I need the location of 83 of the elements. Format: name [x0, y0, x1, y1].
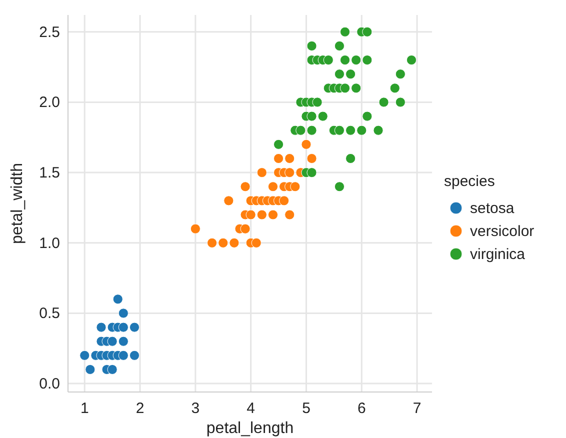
- point: [306, 125, 317, 136]
- point: [268, 210, 278, 220]
- y-axis-title: petal_width: [9, 163, 26, 244]
- point: [351, 83, 362, 94]
- point: [356, 125, 367, 136]
- point: [246, 210, 256, 220]
- point: [251, 238, 262, 248]
- point: [240, 182, 250, 192]
- point: [378, 97, 389, 108]
- point: [395, 97, 406, 108]
- point: [256, 168, 267, 178]
- point: [107, 364, 118, 375]
- x-tick-label: 4: [246, 400, 256, 417]
- point: [273, 139, 284, 150]
- point: [129, 350, 140, 360]
- point: [346, 69, 356, 80]
- point: [395, 69, 406, 80]
- legend-label: versicolor: [470, 223, 534, 240]
- x-tick-label: 2: [136, 400, 144, 417]
- point: [284, 210, 295, 220]
- point: [362, 54, 372, 66]
- legend-label: setosa: [470, 200, 515, 217]
- legend-title: species: [444, 173, 495, 190]
- point: [290, 182, 300, 192]
- point: [334, 69, 345, 80]
- x-tick-label: 5: [302, 400, 310, 417]
- point: [406, 54, 417, 66]
- point: [118, 336, 128, 346]
- point: [96, 322, 106, 332]
- point: [296, 125, 306, 136]
- point: [118, 308, 128, 318]
- y-tick-label: 1.5: [39, 164, 60, 182]
- point: [229, 238, 240, 248]
- point: [346, 153, 356, 164]
- point: [340, 26, 350, 37]
- point: [390, 83, 400, 94]
- point: [273, 153, 284, 164]
- point: [279, 196, 290, 206]
- point: [323, 54, 334, 66]
- x-tick-label: 7: [412, 400, 422, 417]
- point: [340, 54, 350, 66]
- point: [118, 322, 128, 332]
- y-tick-label: 2.0: [39, 94, 60, 112]
- y-tick-label: 1.0: [39, 234, 60, 252]
- point: [112, 294, 123, 304]
- point: [340, 83, 350, 94]
- point: [362, 111, 372, 122]
- point: [129, 322, 140, 332]
- point: [284, 168, 295, 178]
- y-tick-label: 2.5: [39, 24, 60, 41]
- point: [318, 111, 328, 122]
- point: [306, 111, 317, 122]
- point: [80, 350, 90, 360]
- point: [224, 196, 234, 206]
- point: [362, 26, 372, 37]
- point: [334, 40, 345, 51]
- y-tick-label: 0.0: [39, 376, 60, 393]
- point: [306, 153, 317, 164]
- x-axis-title: petal_length: [206, 420, 294, 437]
- point: [256, 210, 267, 220]
- point: [312, 97, 322, 108]
- point: [218, 238, 228, 248]
- point: [268, 182, 278, 192]
- point: [107, 336, 118, 346]
- point: [301, 139, 312, 150]
- point: [334, 182, 345, 192]
- point: [190, 224, 200, 234]
- point: [306, 40, 317, 51]
- point: [346, 125, 356, 136]
- point: [240, 224, 250, 234]
- legend-label: virginica: [470, 246, 526, 263]
- point: [284, 153, 295, 164]
- point: [207, 238, 218, 248]
- point: [351, 54, 362, 66]
- y-tick-label: 0.5: [39, 305, 60, 322]
- point: [334, 125, 345, 136]
- point: [85, 364, 96, 375]
- point: [118, 350, 128, 360]
- x-tick-label: 6: [357, 400, 366, 417]
- x-tick-label: 1: [80, 400, 89, 417]
- x-tick-label: 3: [191, 400, 200, 417]
- point: [373, 125, 384, 136]
- point: [306, 168, 317, 178]
